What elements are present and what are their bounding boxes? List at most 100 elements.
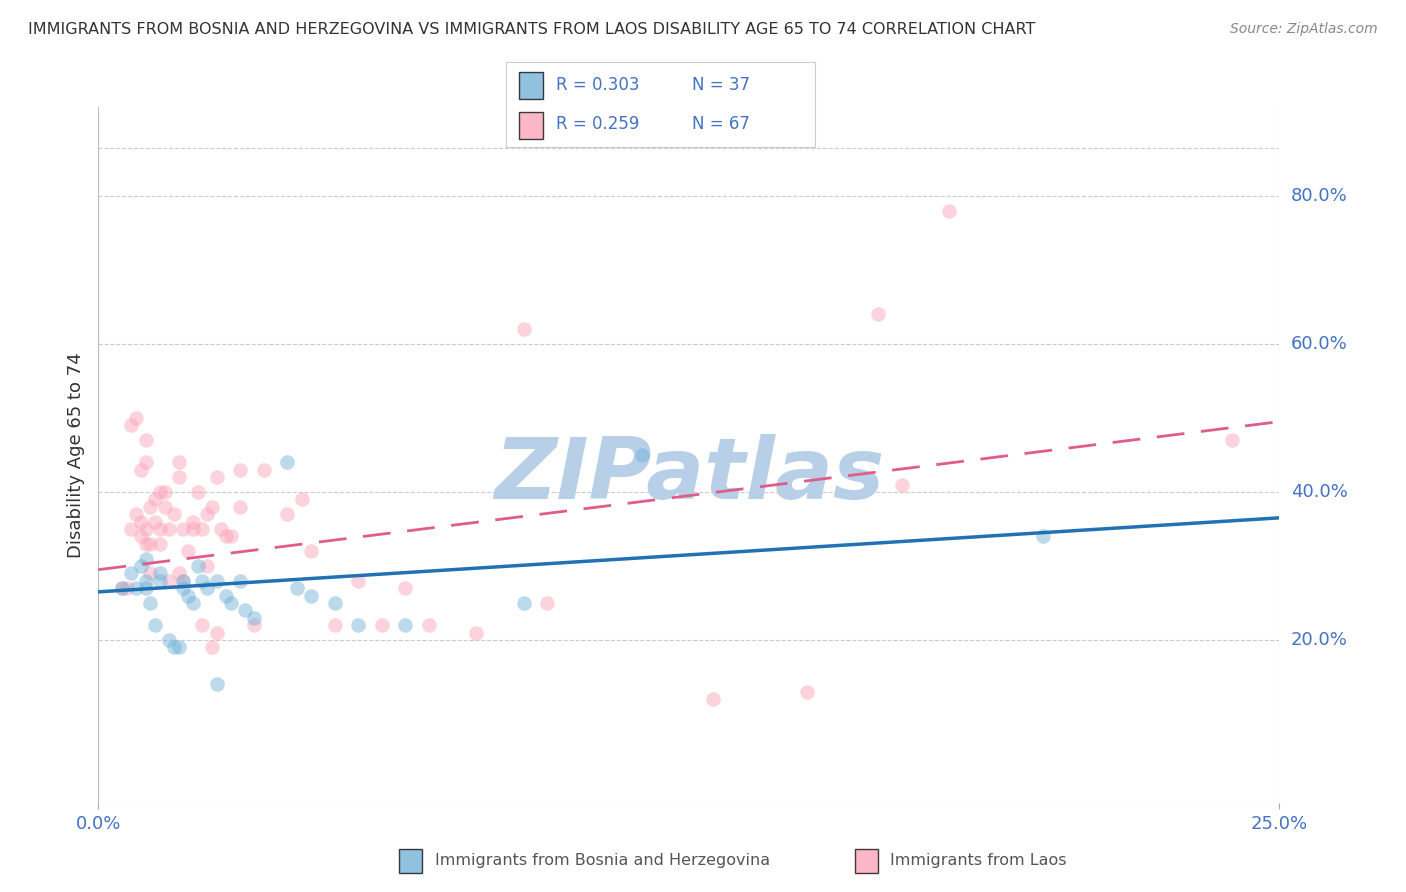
Point: [1220, 433, 1243, 447]
Point: [129, 529, 152, 543]
Point: [111, 581, 134, 595]
Point: [796, 685, 818, 699]
Point: [135, 581, 157, 595]
Point: [191, 618, 214, 632]
Point: [149, 484, 172, 499]
Point: [347, 618, 370, 632]
Point: [418, 618, 440, 632]
Point: [181, 596, 204, 610]
Point: [205, 625, 228, 640]
Point: [181, 522, 204, 536]
Point: [177, 589, 200, 603]
Point: [129, 515, 152, 529]
Point: [167, 455, 190, 469]
Point: [139, 596, 162, 610]
Point: [149, 566, 172, 581]
FancyBboxPatch shape: [519, 71, 543, 99]
Point: [243, 618, 266, 632]
Point: [167, 640, 190, 655]
Point: [181, 515, 204, 529]
Point: [323, 618, 346, 632]
Point: [115, 581, 138, 595]
Text: R = 0.259: R = 0.259: [555, 115, 638, 133]
Point: [157, 574, 180, 588]
Point: [157, 632, 180, 647]
Point: [195, 507, 218, 521]
Point: [135, 537, 157, 551]
Point: [143, 492, 166, 507]
Point: [177, 544, 200, 558]
Point: [153, 500, 176, 514]
Point: [205, 677, 228, 691]
Text: Source: ZipAtlas.com: Source: ZipAtlas.com: [1230, 22, 1378, 37]
Text: Immigrants from Laos: Immigrants from Laos: [890, 854, 1067, 868]
Point: [276, 507, 298, 521]
Point: [121, 566, 143, 581]
Point: [229, 463, 252, 477]
Point: [253, 463, 276, 477]
Point: [290, 492, 312, 507]
Point: [125, 411, 148, 425]
Point: [135, 574, 157, 588]
Point: [299, 589, 322, 603]
Point: [512, 596, 534, 610]
Point: [938, 203, 960, 218]
Point: [465, 625, 488, 640]
Point: [149, 522, 172, 536]
Point: [233, 603, 256, 617]
Point: [163, 640, 186, 655]
Point: [371, 618, 394, 632]
Point: [172, 522, 194, 536]
Point: [139, 537, 162, 551]
Text: Immigrants from Bosnia and Herzegovina: Immigrants from Bosnia and Herzegovina: [434, 854, 770, 868]
Text: 20.0%: 20.0%: [1291, 631, 1347, 649]
Point: [111, 581, 134, 595]
Point: [205, 470, 228, 484]
Point: [191, 574, 214, 588]
Point: [187, 558, 209, 573]
Point: [512, 322, 534, 336]
Point: [243, 611, 266, 625]
Point: [121, 418, 143, 433]
Point: [219, 596, 242, 610]
Point: [201, 500, 224, 514]
Point: [143, 618, 166, 632]
Text: 60.0%: 60.0%: [1291, 334, 1347, 353]
Point: [219, 529, 242, 543]
Point: [153, 484, 176, 499]
Point: [215, 589, 238, 603]
Point: [394, 618, 416, 632]
Point: [139, 566, 162, 581]
Point: [129, 463, 152, 477]
Point: [129, 558, 152, 573]
Point: [167, 566, 190, 581]
Point: [157, 522, 180, 536]
Point: [299, 544, 322, 558]
Point: [143, 515, 166, 529]
Point: [163, 507, 186, 521]
Point: [866, 307, 889, 321]
Point: [135, 433, 157, 447]
Point: [347, 574, 370, 588]
Point: [135, 551, 157, 566]
Point: [276, 455, 298, 469]
Point: [702, 692, 724, 706]
Text: IMMIGRANTS FROM BOSNIA AND HERZEGOVINA VS IMMIGRANTS FROM LAOS DISABILITY AGE 65: IMMIGRANTS FROM BOSNIA AND HERZEGOVINA V…: [28, 22, 1035, 37]
Point: [149, 574, 172, 588]
Point: [630, 448, 652, 462]
Point: [890, 477, 912, 491]
Text: ZIPatlas: ZIPatlas: [494, 434, 884, 517]
Point: [229, 500, 252, 514]
FancyBboxPatch shape: [399, 849, 422, 873]
Point: [135, 455, 157, 469]
Point: [125, 507, 148, 521]
Point: [215, 529, 238, 543]
Point: [209, 522, 232, 536]
Point: [536, 596, 558, 610]
Y-axis label: Disability Age 65 to 74: Disability Age 65 to 74: [66, 352, 84, 558]
Point: [394, 581, 416, 595]
FancyBboxPatch shape: [855, 849, 877, 873]
Point: [195, 558, 218, 573]
Point: [149, 537, 172, 551]
Point: [187, 484, 209, 499]
